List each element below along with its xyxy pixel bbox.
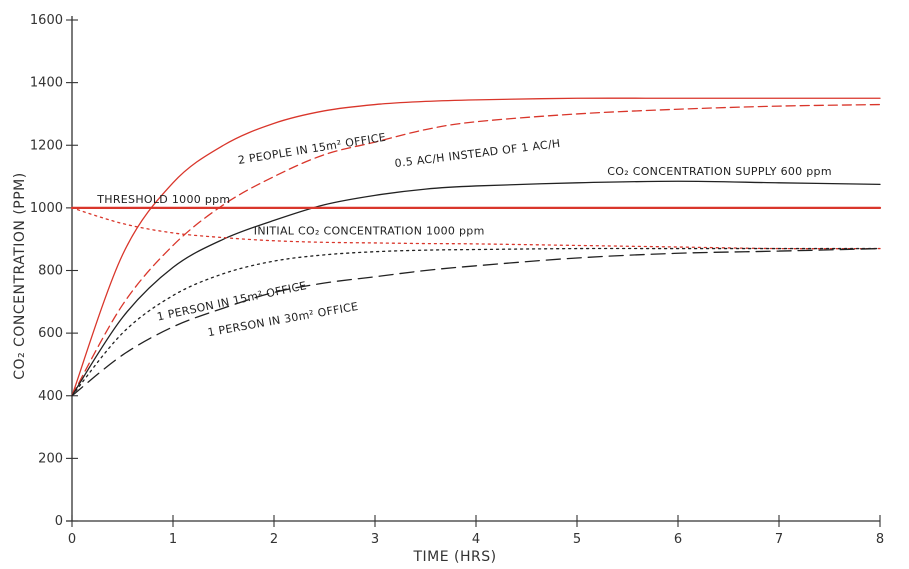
y-tick-label: 1200 — [30, 138, 63, 153]
y-tick-label: 200 — [38, 451, 63, 466]
series-line-5 — [71, 207, 881, 250]
y-axis-title: CO₂ CONCENTRATION (PPM) — [12, 172, 28, 379]
series-line-3 — [71, 180, 881, 397]
x-tick-label: 2 — [270, 532, 278, 547]
series-line-1 — [71, 97, 881, 397]
y-tick-label: 1000 — [30, 201, 63, 216]
y-tick-label: 400 — [38, 389, 63, 404]
series-line-7 — [71, 247, 881, 397]
annotation-layer: THRESHOLD 1000 ppm 2 PEOPLE IN 15m² OFFIC… — [96, 131, 832, 339]
y-tick-label: 0 — [55, 514, 63, 529]
series-line-2 — [71, 103, 881, 397]
x-tick-label: 1 — [169, 532, 177, 547]
y-tick-label: 1600 — [30, 13, 63, 28]
y-tick-label: 800 — [38, 264, 63, 279]
x-tick-label: 5 — [573, 532, 581, 547]
annotation-label: 2 PEOPLE IN 15m² OFFICE — [237, 131, 387, 167]
x-tick-label: 0 — [68, 532, 76, 547]
annotation-label: THRESHOLD 1000 ppm — [96, 193, 230, 206]
series-line-6 — [71, 247, 881, 397]
series-layer — [70, 97, 882, 397]
x-axis-title: TIME (HRS) — [412, 549, 496, 565]
axes: 0 200 400 600 800 1000 1200 1400 1600 0 1 2 3 4 5 6 7 8 — [30, 13, 884, 547]
x-tick-label: 6 — [674, 532, 682, 547]
x-tick-label: 8 — [876, 532, 884, 547]
annotation-label: CO₂ CONCENTRATION SUPPLY 600 ppm — [607, 165, 832, 178]
y-tick-label: 600 — [38, 326, 63, 341]
annotation-label: INITIAL CO₂ CONCENTRATION 1000 ppm — [254, 224, 485, 237]
x-tick-label: 4 — [472, 532, 480, 547]
y-tick-label: 1400 — [30, 76, 63, 91]
x-tick-label: 7 — [775, 532, 783, 547]
x-tick-label: 3 — [371, 532, 379, 547]
annotation-label: 0.5 AC/H INSTEAD OF 1 AC/H — [394, 137, 561, 170]
